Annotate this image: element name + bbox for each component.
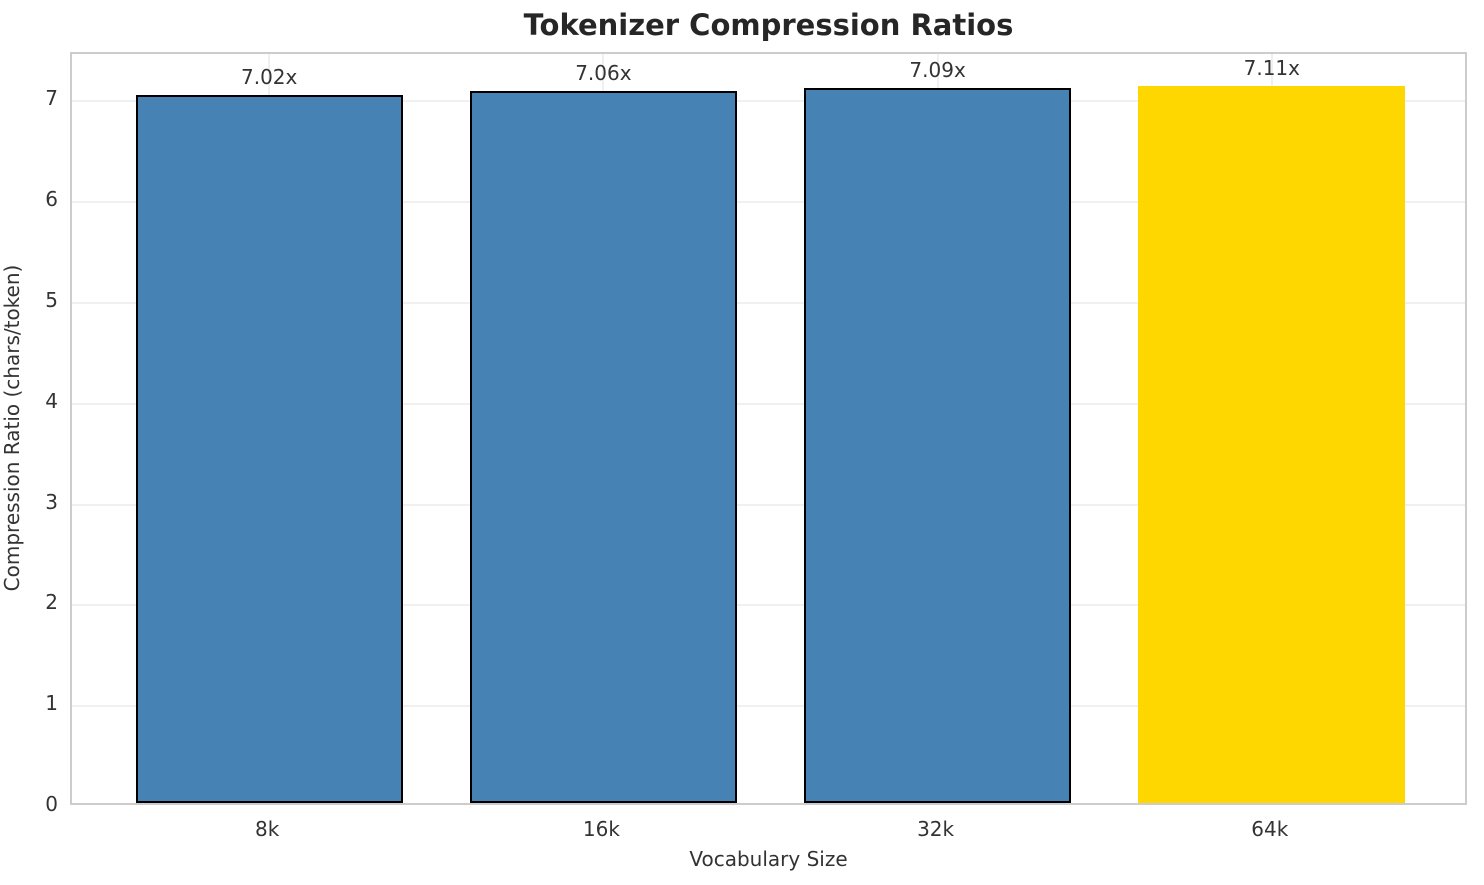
bar-value-label: 7.06x: [575, 61, 632, 86]
y-tick-label: 2: [45, 590, 58, 615]
bar-value-label: 7.11x: [1243, 56, 1300, 81]
x-tick-label: 16k: [582, 817, 620, 841]
h-gridline: [72, 301, 1465, 304]
plot-area: 7.02x 7.06x 7.09x 7.11x: [70, 52, 1467, 805]
x-tick-label: 8k: [255, 817, 280, 841]
y-tick-label: 3: [45, 489, 58, 514]
bar-16k: [469, 91, 738, 803]
h-gridline: [72, 100, 1465, 103]
h-gridline: [72, 604, 1465, 607]
h-gridline: [72, 503, 1465, 506]
y-tick-label: 6: [45, 187, 58, 212]
chart-title: Tokenizer Compression Ratios: [523, 8, 1014, 42]
y-tick-label: 7: [45, 86, 58, 111]
bar-value-label: 7.09x: [909, 58, 966, 83]
y-axis-label: Compression Ratio (chars/token): [0, 264, 24, 592]
h-gridline: [72, 705, 1465, 708]
bar-value-label: 7.02x: [240, 65, 298, 90]
x-axis-label: Vocabulary Size: [689, 847, 848, 871]
x-tick-label: 64k: [1251, 817, 1289, 841]
y-tick-label: 0: [45, 792, 58, 816]
bar-64k: [1138, 86, 1406, 803]
y-tick-label: 1: [45, 691, 58, 716]
y-tick-label: 4: [45, 388, 58, 413]
bar-8k: [135, 95, 403, 803]
h-gridline: [72, 402, 1465, 405]
bar-32k: [803, 88, 1072, 803]
y-tick-label: 5: [45, 287, 58, 312]
x-tick-label: 32k: [917, 817, 955, 841]
h-gridline: [72, 201, 1465, 204]
